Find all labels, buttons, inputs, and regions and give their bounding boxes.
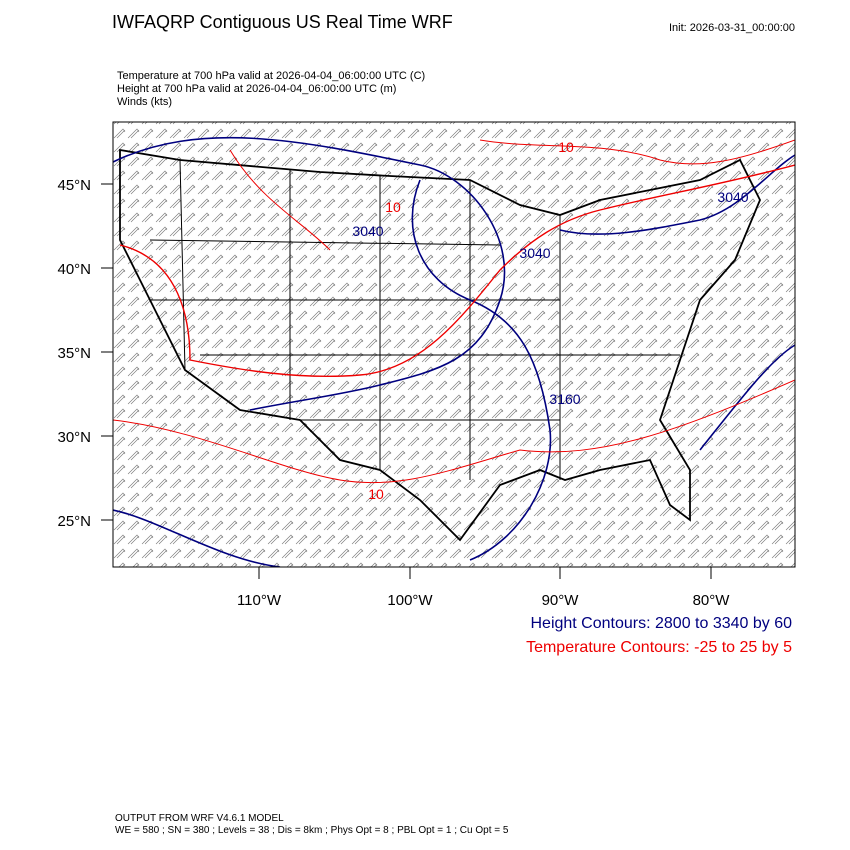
axis-ticks xyxy=(101,183,712,579)
field-label: Temperature at 700 hPa valid at 2026-04-… xyxy=(117,70,425,82)
lat-label: 45°N xyxy=(57,177,91,194)
lon-label: 90°W xyxy=(542,592,580,609)
temperature-contour xyxy=(229,139,795,251)
lat-label: 40°N xyxy=(57,261,91,278)
lat-label: 25°N xyxy=(57,513,91,530)
contour-label: 3160 xyxy=(549,391,580,407)
contour-label: 3040 xyxy=(717,189,748,205)
lon-label: 100°W xyxy=(387,592,433,609)
lat-label: 30°N xyxy=(57,429,91,446)
contour-label: 10 xyxy=(558,139,574,155)
height-contour xyxy=(411,179,552,561)
contour-label: 10 xyxy=(385,199,401,215)
legend-height: Height Contours: 2800 to 3340 by 60 xyxy=(530,615,792,632)
axis-labels: 45°N 40°N 35°N 30°N 25°N 110°W 100°W 90°… xyxy=(57,177,730,609)
height-contour xyxy=(113,344,795,567)
height-contour xyxy=(559,154,795,235)
lon-label: 110°W xyxy=(237,592,282,609)
init-time: Init: 2026-03-31_00:00:00 xyxy=(669,22,795,34)
state-lines xyxy=(149,159,680,480)
wind-barbs xyxy=(113,122,795,567)
map: 10 10 10 3040 3040 3040 3160 xyxy=(113,122,795,567)
us-outline xyxy=(119,148,761,542)
footer-line: WE = 580 ; SN = 380 ; Levels = 38 ; Dis … xyxy=(115,825,509,836)
temperature-contour xyxy=(113,379,795,484)
contour-label: 3040 xyxy=(519,245,550,261)
lon-label: 80°W xyxy=(693,592,731,609)
footer-line: OUTPUT FROM WRF V4.6.1 MODEL xyxy=(115,813,284,824)
contour-label: 3040 xyxy=(352,223,383,239)
contour-labels: 10 10 10 3040 3040 3040 3160 xyxy=(352,139,748,502)
title: IWFAQRP Contiguous US Real Time WRF xyxy=(112,12,453,32)
field-label: Winds (kts) xyxy=(117,96,172,108)
legend-temperature: Temperature Contours: -25 to 25 by 5 xyxy=(526,639,792,656)
contour-label: 10 xyxy=(368,486,384,502)
field-label: Height at 700 hPa valid at 2026-04-04_06… xyxy=(117,83,396,95)
lat-label: 35°N xyxy=(57,345,91,362)
temperature-contour xyxy=(119,164,795,377)
map-frame xyxy=(112,121,796,568)
height-contour xyxy=(113,136,506,411)
